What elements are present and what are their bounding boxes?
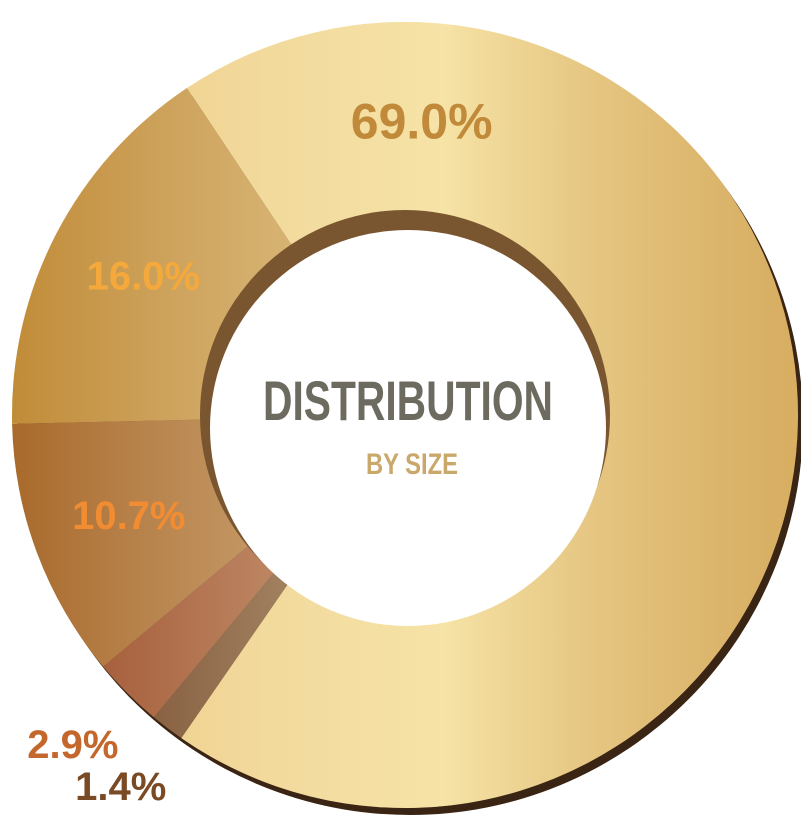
slice-label: 1.4%	[75, 765, 166, 809]
labels: 69.0% 1.4%2.9% 10.7% 16.0%	[27, 94, 492, 809]
hole	[210, 230, 606, 626]
center-subtitle: BY SIZE	[366, 448, 458, 481]
slice-label: 10.7%	[72, 494, 185, 538]
center-title: DISTRIBUTION	[263, 369, 553, 432]
slice-label: 2.9%	[27, 723, 118, 767]
slice-label: 16.0%	[87, 254, 200, 298]
slice-label: 69.0%	[351, 94, 493, 150]
